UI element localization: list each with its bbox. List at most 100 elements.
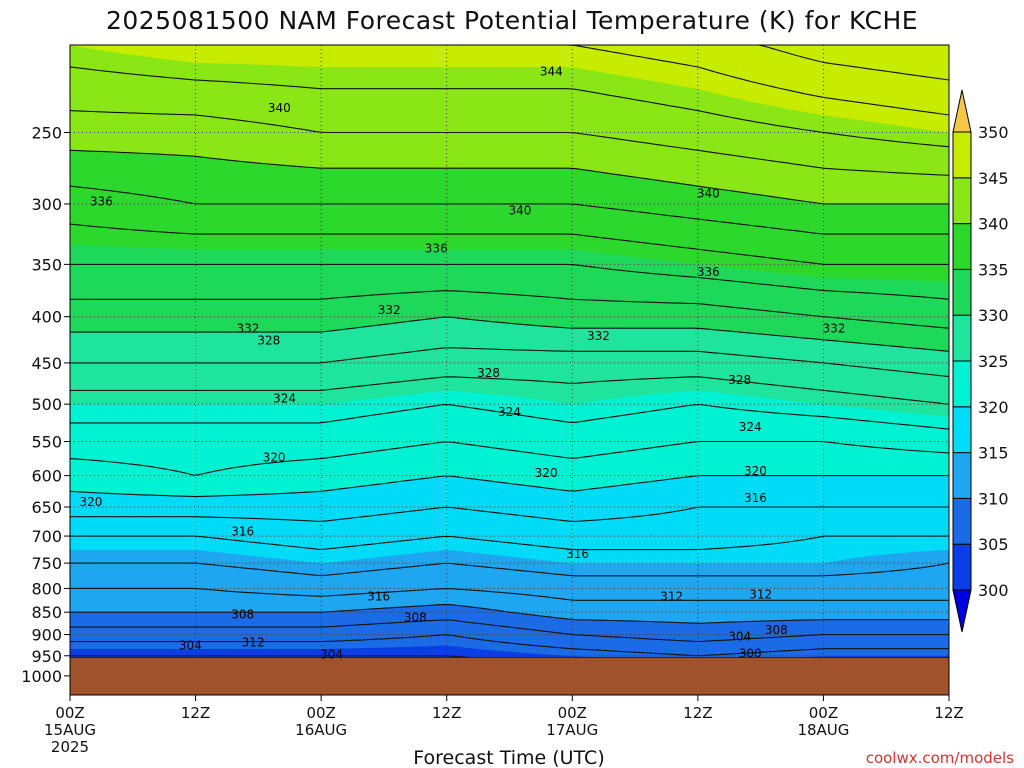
y-tick-label: 350 [31, 255, 62, 274]
contour-line [70, 290, 949, 329]
x-tick-label: 12Z [683, 704, 712, 722]
contour-label: 308 [404, 611, 427, 625]
contour-line [70, 587, 949, 601]
contour-line [70, 403, 949, 430]
contour-line [70, 110, 949, 176]
y-tick-label: 700 [31, 527, 62, 546]
colorbar-swatch [952, 360, 972, 408]
theta-fill-bands [70, 45, 949, 659]
contour-line [70, 149, 949, 205]
contour-label: 312 [242, 635, 265, 649]
x-tick-label: 17AUG [546, 721, 598, 739]
y-tick-label: 450 [31, 354, 62, 373]
y-tick-label: 650 [31, 498, 62, 517]
contour-line [70, 603, 949, 624]
contour-label: 324 [273, 392, 296, 406]
contour-label: 308 [231, 607, 254, 621]
colorbar-swatch [952, 452, 972, 499]
contour-label: 344 [540, 65, 563, 79]
y-tick-label: 500 [31, 395, 62, 414]
contour-label: 336 [697, 265, 720, 279]
y-tick-label: 950 [31, 647, 62, 666]
x-tick-label: 15AUG [44, 721, 96, 739]
y-tick-label: 550 [31, 433, 62, 452]
contour-label: 336 [90, 194, 113, 208]
contour-label: 328 [728, 373, 751, 387]
grid-lines [70, 45, 949, 695]
y-tick-label: 1000 [21, 667, 62, 686]
contour-label: 324 [498, 405, 521, 419]
contour-label: 312 [749, 588, 772, 602]
credit-text: coolwx.com/models [866, 749, 1014, 767]
contour-label: 304 [179, 638, 202, 652]
y-tick-label: 850 [31, 603, 62, 622]
contour-line [70, 347, 949, 378]
contour-line [70, 223, 949, 265]
colorbar-tick-label: 330 [978, 306, 1009, 325]
contour-line [70, 45, 949, 116]
x-tick-label: 12Z [432, 704, 461, 722]
colorbar-swatch [952, 268, 972, 316]
contour-line [70, 66, 949, 148]
contour-label: 308 [765, 623, 788, 637]
contour-label: 336 [425, 241, 448, 255]
y-axis: 250 300 350 400 450 500 550 600 650 700 750 800 850 9… [21, 123, 70, 686]
contour-label: 328 [477, 366, 500, 380]
contour-line [70, 619, 949, 643]
contour-label: 332 [378, 303, 401, 317]
colorbar-tick-label: 325 [978, 352, 1009, 371]
contour-line [70, 263, 949, 300]
contour-label: 320 [79, 495, 102, 509]
contour-label: 332 [236, 321, 259, 335]
x-tick-label: 00Z [306, 704, 335, 722]
contour-line [70, 634, 949, 657]
colorbar-tick-label: 300 [978, 581, 1009, 600]
colorbar-top-triangle [952, 89, 972, 133]
contour-line [70, 185, 949, 235]
contour-label: 340 [697, 186, 720, 200]
colorbar-tick-label: 350 [978, 123, 1009, 142]
contour-label: 320 [744, 464, 767, 478]
y-tick-label: 300 [31, 195, 62, 214]
colorbar-tick-label: 335 [978, 260, 1009, 279]
contour-label: 316 [566, 547, 589, 561]
colorbar-swatch [952, 543, 972, 591]
contour-label: 316 [367, 590, 390, 604]
contour-label: 320 [535, 466, 558, 480]
contour-label: 304 [728, 630, 751, 644]
y-tick-label: 800 [31, 579, 62, 598]
chart-title: 2025081500 NAM Forecast Potential Temper… [106, 6, 918, 35]
colorbar-swatch [952, 314, 972, 362]
contour-line [70, 562, 949, 577]
colorbar-swatch [952, 131, 972, 179]
x-tick-label: 00Z [558, 704, 587, 722]
y-tick-label: 250 [31, 123, 62, 142]
colorbar-swatch [952, 406, 972, 454]
contour-line [70, 535, 949, 551]
colorbar-tick-label: 310 [978, 489, 1009, 508]
colorbar-bottom-triangle [952, 589, 972, 633]
x-tick-label: 00Z [55, 704, 84, 722]
theta-band [70, 45, 949, 133]
x-tick-label: 12Z [181, 704, 210, 722]
contour-label: 320 [263, 451, 286, 465]
y-tick-label: 900 [31, 626, 62, 645]
x-tick-label: 12Z [934, 704, 963, 722]
contour-label: 304 [320, 648, 343, 662]
ground-fill [70, 657, 949, 695]
x-axis-label: Forecast Time (UTC) [413, 747, 604, 768]
colorbar-swatch [952, 223, 972, 270]
contour-label: 328 [257, 333, 280, 347]
contour-label: 316 [744, 491, 767, 505]
contour-label: 340 [509, 203, 532, 217]
contour-line [70, 45, 949, 81]
contour-label: 332 [587, 329, 610, 343]
contour-label: 312 [660, 590, 683, 604]
contour-line [70, 376, 949, 405]
plot-frame [69, 44, 950, 696]
colorbar-swatch [952, 497, 972, 545]
colorbar-tick-label: 340 [978, 215, 1009, 234]
